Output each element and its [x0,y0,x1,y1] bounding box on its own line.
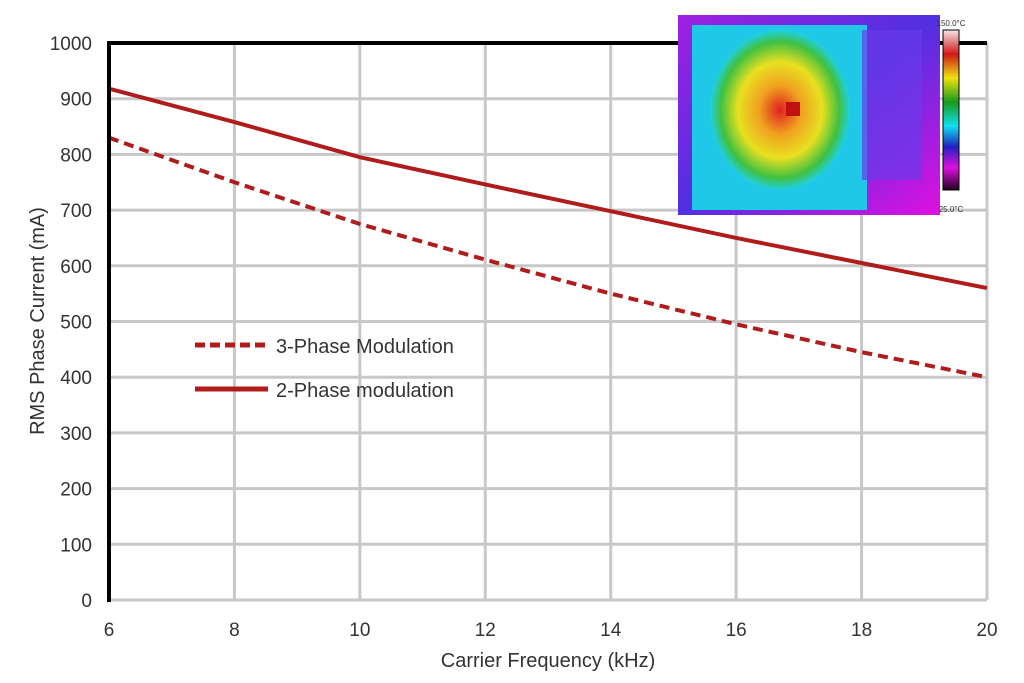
x-tick-label: 10 [349,620,370,641]
legend-label: 2-Phase modulation [276,380,454,402]
series-line-2 [108,86,988,291]
y-tick-label: 1000 [50,34,92,55]
scale-min-label: 25.0°C [939,205,964,214]
scale-max-label: 150.0°C [937,19,966,28]
x-tick-label: 12 [475,620,496,641]
y-tick-label: 400 [60,368,92,389]
series-lines [108,86,988,380]
legend-label: 3-Phase Modulation [276,336,454,358]
y-tick-label: 800 [60,145,92,166]
y-axis-label: RMS Phase Current (mA) [27,207,49,435]
y-tick-label: 700 [60,201,92,222]
y-tick-label: 900 [60,90,92,111]
x-tick-label: 18 [851,620,872,641]
thermal-image-inset: 150.0°C 25.0°C [678,15,966,215]
series-line-1 [108,135,988,380]
y-tick-label: 0 [81,591,92,612]
tick-labels: 6 8 10 12 14 16 18 2001002003004005006007008009… [50,34,998,641]
y-tick-label: 300 [60,424,92,445]
y-tick-label: 100 [60,535,92,556]
x-tick-label: 20 [976,620,997,641]
y-tick-label: 500 [60,313,92,334]
y-tick-label: 200 [60,480,92,501]
x-tick-label: 8 [229,620,240,641]
x-tick-label: 14 [600,620,622,641]
x-tick-label: 16 [726,620,747,641]
x-axis-label: Carrier Frequency (kHz) [441,650,655,672]
y-tick-label: 600 [60,257,92,278]
legend: 3-Phase Modulation 2-Phase modulation [195,336,454,402]
x-tick-label: 6 [104,620,115,641]
